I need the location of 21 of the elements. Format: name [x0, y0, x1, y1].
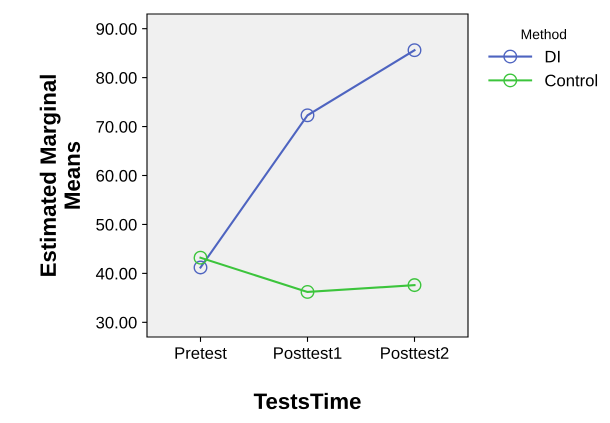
y-tick-label: 60.00: [96, 170, 137, 182]
y-tick-label: 30.00: [96, 316, 137, 329]
y-tick-label: 50.00: [96, 218, 137, 231]
y-tick-label: 90.00: [96, 23, 137, 35]
point: [408, 278, 422, 292]
y-tick-label: 40.00: [96, 268, 137, 280]
x-tick-label: Posttest2: [381, 347, 448, 359]
point: [194, 260, 208, 274]
point: [300, 108, 314, 122]
y-tick-label: 80.00: [96, 72, 137, 84]
point: [300, 285, 314, 299]
x-tick-label: Posttest1: [274, 347, 342, 359]
x-axis-title: TestsTime: [254, 392, 361, 410]
legend-label: Control: [545, 74, 598, 86]
legend-title: Method: [522, 29, 566, 40]
y-tick-label: 70.00: [96, 120, 137, 133]
legend-label: DI: [546, 50, 560, 62]
y-axis-title: Estimated Marginal Means: [40, 75, 80, 276]
point: [408, 43, 422, 58]
x-tick-label: Pretest: [175, 347, 227, 359]
point: [194, 250, 208, 265]
